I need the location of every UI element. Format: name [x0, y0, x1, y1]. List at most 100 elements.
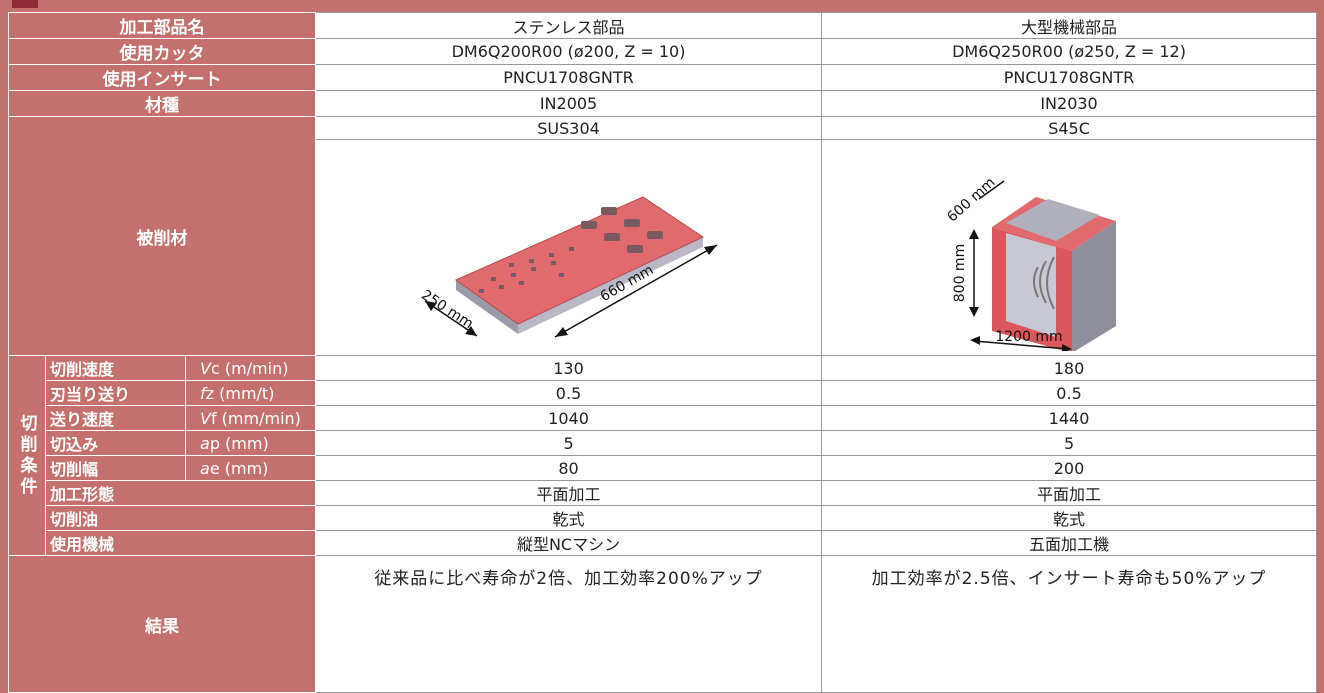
- arrow-head: [424, 300, 437, 311]
- result-row: 結果 従来品に比べ寿命が2倍、加工効率200%アップ 加工効率が2.5倍、インサート…: [7, 555, 1318, 693]
- block-pocket: [1006, 198, 1101, 241]
- cell: 乾式: [821, 505, 1318, 531]
- cell: ステンレス部品: [315, 12, 823, 39]
- spec-table: 加工部品名 ステンレス部品 大型機械部品 使用カッタ DM6Q200R00 (ø200,…: [7, 12, 1318, 693]
- block-pocket: [1006, 232, 1057, 337]
- table-row: 使用インサート PNCU1708GNTR PNCU1708GNTR: [7, 64, 1318, 91]
- param-symbol: V: [200, 358, 211, 378]
- param-label: 加工形態: [44, 480, 317, 506]
- arrow-head: [464, 325, 477, 336]
- param-unit-text: p (mm): [209, 433, 269, 453]
- table-row: 加工部品名 ステンレス部品 大型機械部品: [7, 12, 1318, 39]
- cell: 平面加工: [315, 480, 823, 506]
- cell: 80: [315, 455, 823, 481]
- row-label: 加工部品名: [7, 12, 317, 39]
- arrow-head: [703, 244, 717, 255]
- dimension-label: 600 mm: [944, 174, 998, 225]
- arrow-head: [969, 228, 980, 239]
- block-side: [1072, 220, 1117, 353]
- condition-row: 切削幅 ae (mm) 80 200: [9, 455, 1318, 481]
- cell: 五面加工機: [821, 530, 1318, 556]
- param-symbol: a: [200, 458, 210, 478]
- plate-top: [454, 195, 704, 325]
- cell: S45C: [821, 116, 1318, 140]
- param-unit: Vc (m/min): [184, 355, 317, 381]
- row-label: 結果: [7, 555, 317, 693]
- cell: 130: [315, 355, 823, 381]
- figure-row: 250 mm 660 mm 600 mm 800 mm 1200 mm: [9, 139, 1318, 356]
- cell: 0.5: [315, 380, 823, 406]
- row-label: 材種: [7, 90, 317, 117]
- condition-row: 切込み ap (mm) 5 5: [9, 430, 1318, 456]
- cell: 平面加工: [821, 480, 1318, 506]
- cell: IN2005: [315, 90, 823, 117]
- condition-row: 切削油 乾式 乾式: [9, 505, 1318, 531]
- param-unit-text: e (mm): [209, 458, 269, 478]
- param-unit: ap (mm): [184, 430, 317, 456]
- param-label: 切削速度: [45, 355, 186, 381]
- table-body: 加工部品名 ステンレス部品 大型機械部品 使用カッタ DM6Q200R00 (ø200,…: [7, 12, 1318, 693]
- cell: 縦型NCマシン: [315, 530, 823, 556]
- result-cell: 従来品に比べ寿命が2倍、加工効率200%アップ: [315, 555, 823, 693]
- header-strip: [0, 0, 1324, 12]
- workpiece-row: 被削材 SUS304 S45C: [7, 116, 1318, 356]
- param-label: 使用機械: [44, 530, 317, 556]
- figure-cell: 250 mm 660 mm: [315, 139, 823, 356]
- arrow-head: [554, 326, 568, 337]
- cell: 5: [821, 430, 1318, 456]
- condition-row: 送り速度 Vf (mm/min) 1040 1440: [9, 405, 1318, 431]
- condition-row: 刃当り送り fz (mm/t) 0.5 0.5: [9, 380, 1318, 406]
- condition-row: 加工形態 平面加工 平面加工: [9, 480, 1318, 506]
- condition-row: 切削条件 切削速度 Vc (m/min) 130 180: [8, 355, 1318, 556]
- cell: PNCU1708GNTR: [821, 64, 1318, 91]
- dimension-label: 800 mm: [952, 243, 968, 301]
- cell: 乾式: [315, 505, 823, 531]
- cell: PNCU1708GNTR: [315, 64, 823, 91]
- cell: 1440: [821, 405, 1318, 431]
- param-label: 送り速度: [45, 405, 186, 431]
- figure-block: 600 mm 800 mm 1200 mm: [944, 174, 1117, 353]
- param-symbol: a: [200, 433, 210, 453]
- cell: 0.5: [821, 380, 1318, 406]
- plate-holes: [478, 206, 663, 293]
- section-label: 切削条件: [8, 355, 46, 556]
- param-unit-text: z (mm/t): [205, 383, 275, 403]
- param-label: 切削幅: [45, 455, 186, 481]
- param-unit: fz (mm/t): [184, 380, 317, 406]
- param-unit-text: f (mm/min): [210, 408, 301, 428]
- param-label: 切込み: [45, 430, 186, 456]
- cell: DM6Q250R00 (ø250, Z = 12): [821, 38, 1318, 65]
- header-mark: [12, 0, 38, 8]
- figure-cell: 600 mm 800 mm 1200 mm: [821, 139, 1318, 356]
- block-marks: [1033, 256, 1055, 309]
- cell: 180: [821, 355, 1318, 381]
- param-label: 刃当り送り: [45, 380, 186, 406]
- condition-row: 使用機械 縦型NCマシン 五面加工機: [9, 530, 1318, 556]
- cell: IN2030: [821, 90, 1318, 117]
- arrow-head: [970, 335, 981, 345]
- param-unit: ae (mm): [184, 455, 317, 481]
- cell: 200: [821, 455, 1318, 481]
- param-symbol: V: [200, 408, 211, 428]
- param-unit: Vf (mm/min): [184, 405, 317, 431]
- cell: DM6Q200R00 (ø200, Z = 10): [315, 38, 823, 65]
- param-symbol: f: [200, 383, 206, 403]
- cell: 5: [315, 430, 823, 456]
- dimension-lines: [973, 179, 1069, 350]
- row-label: 使用カッタ: [7, 38, 317, 65]
- result-cell: 加工効率が2.5倍、インサート寿命も50%アップ: [821, 555, 1318, 693]
- cell: SUS304: [315, 116, 823, 140]
- arrow-head: [969, 306, 980, 317]
- cell: 1040: [315, 405, 823, 431]
- arrow-head: [1062, 343, 1073, 353]
- row-label: 使用インサート: [7, 64, 317, 91]
- row-label: 被削材: [7, 116, 317, 356]
- param-unit-text: c (m/min): [210, 358, 289, 378]
- plate-side: [517, 236, 703, 334]
- cell: 大型機械部品: [821, 12, 1318, 39]
- plate-side: [455, 279, 518, 334]
- param-label: 切削油: [44, 505, 317, 531]
- table-row: 材種 IN2005 IN2030: [7, 90, 1318, 117]
- figure-plate: 250 mm 660 mm: [418, 195, 717, 338]
